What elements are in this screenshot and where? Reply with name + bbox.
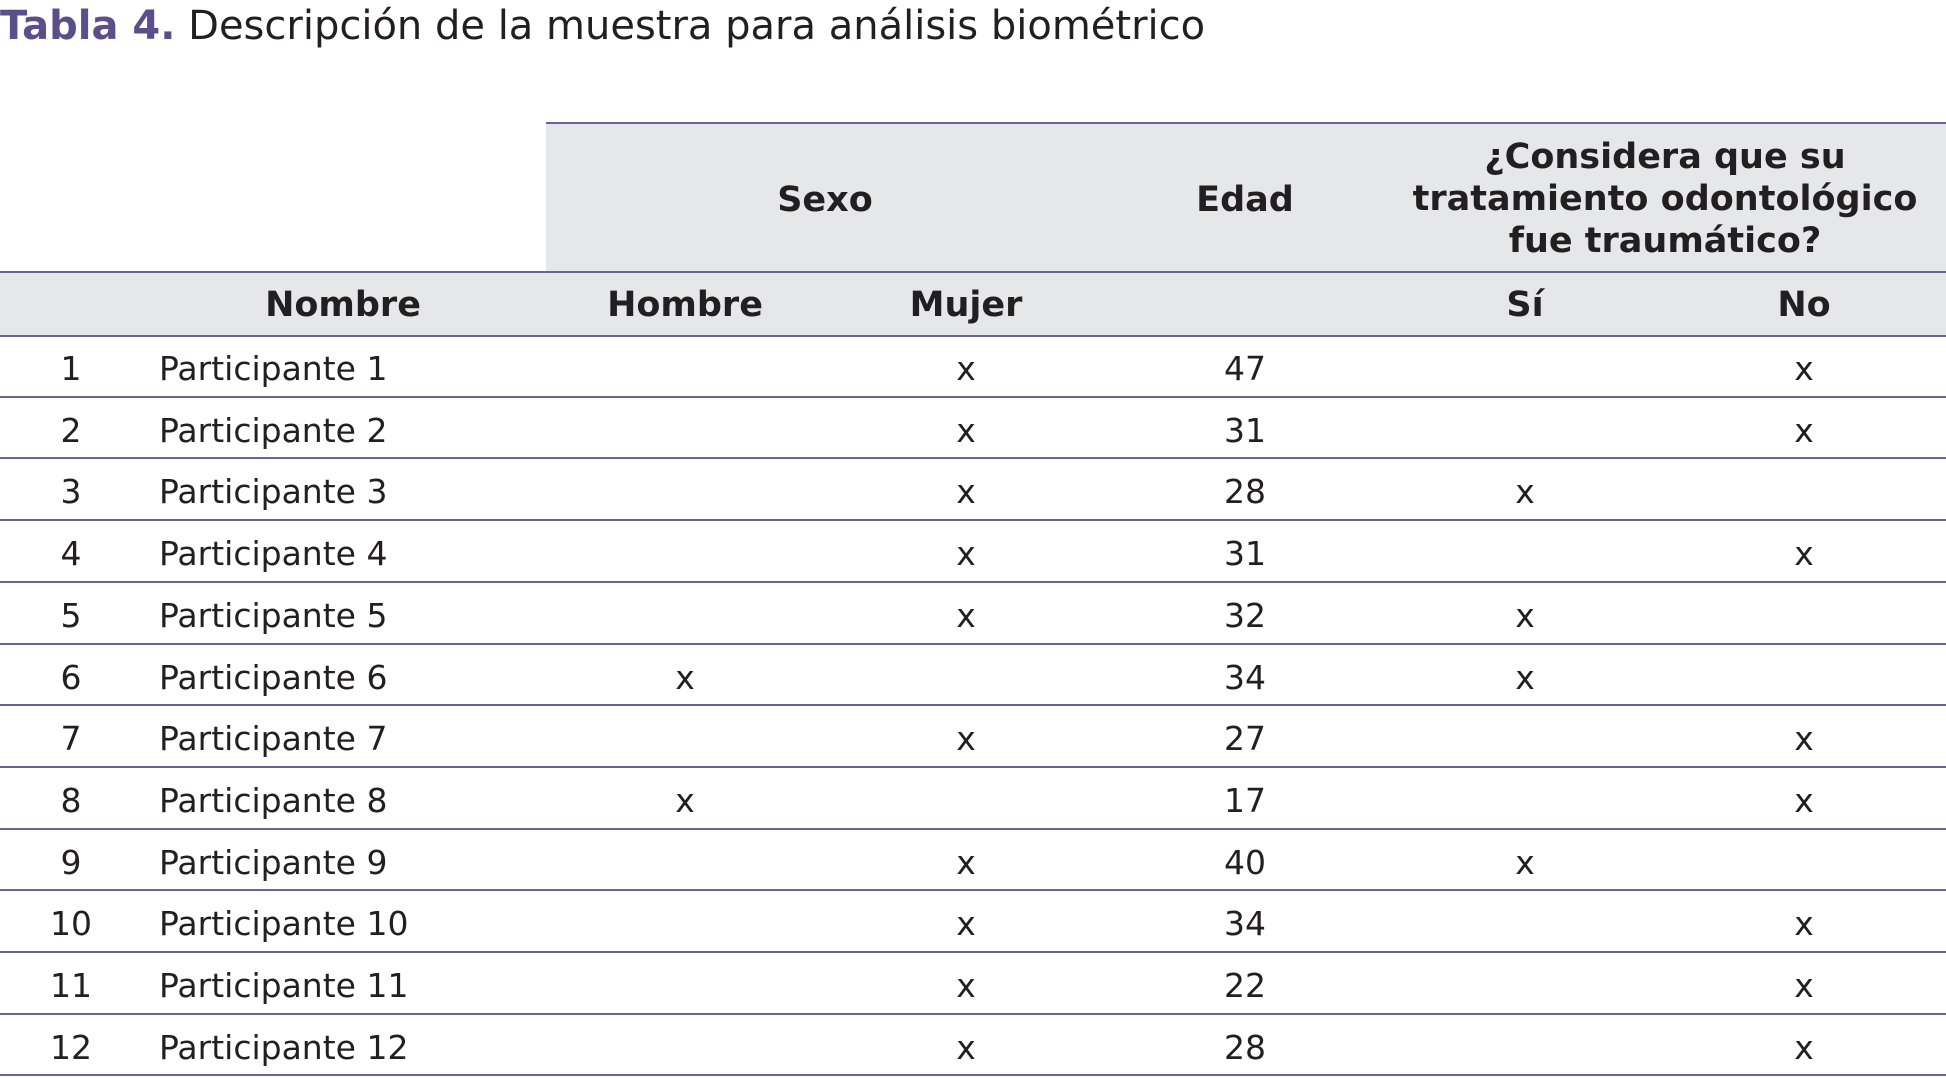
row-rule bbox=[0, 519, 1946, 521]
cell: x bbox=[1515, 842, 1535, 882]
rule bbox=[0, 271, 1946, 273]
row-number: 5 bbox=[60, 595, 82, 635]
cell: 32 bbox=[1224, 595, 1266, 635]
cell: x bbox=[1794, 534, 1814, 574]
cell: x bbox=[956, 719, 976, 759]
participant-name: Participante 3 bbox=[159, 472, 388, 512]
cell: x bbox=[1794, 1027, 1814, 1067]
cell: x bbox=[956, 595, 976, 635]
row-number: 10 bbox=[50, 904, 92, 944]
group-header: fue traumático? bbox=[1508, 221, 1822, 261]
group-header: ¿Considera que su bbox=[1484, 137, 1846, 177]
cell: x bbox=[1794, 904, 1814, 944]
column-header: Mujer bbox=[909, 285, 1023, 325]
participant-name: Participante 6 bbox=[159, 657, 388, 697]
row-rule bbox=[0, 889, 1946, 891]
row-number: 8 bbox=[60, 780, 82, 820]
cell: 34 bbox=[1224, 904, 1266, 944]
cell: x bbox=[1515, 595, 1535, 635]
cell: 31 bbox=[1224, 410, 1266, 450]
cell: x bbox=[956, 966, 976, 1005]
row-rule bbox=[0, 766, 1946, 768]
cell: x bbox=[956, 534, 976, 574]
group-header: tratamiento odontológico bbox=[1412, 179, 1918, 219]
row-number: 4 bbox=[60, 534, 82, 574]
cell: x bbox=[1515, 472, 1535, 512]
cell: x bbox=[956, 842, 976, 882]
cell: x bbox=[956, 472, 976, 512]
cell: x bbox=[1794, 410, 1814, 450]
cell: 47 bbox=[1224, 349, 1266, 388]
cell: x bbox=[956, 1027, 976, 1067]
cell: 34 bbox=[1224, 657, 1266, 697]
subheader-band bbox=[0, 272, 1946, 336]
row-rule bbox=[0, 643, 1946, 645]
participant-name: Participante 9 bbox=[159, 842, 388, 882]
cell: 22 bbox=[1224, 966, 1266, 1005]
cell: x bbox=[675, 657, 695, 697]
cell: 27 bbox=[1224, 719, 1266, 759]
participant-name: Participante 8 bbox=[159, 780, 388, 820]
title-label: Tabla 4. bbox=[0, 3, 176, 49]
group-header: Edad bbox=[1196, 180, 1294, 220]
cell: 31 bbox=[1224, 534, 1266, 574]
participant-name: Participante 2 bbox=[159, 410, 388, 450]
row-number: 2 bbox=[60, 410, 82, 450]
row-number: 1 bbox=[60, 349, 82, 388]
cell: x bbox=[1794, 966, 1814, 1005]
cell: 17 bbox=[1224, 780, 1266, 820]
cell: x bbox=[956, 410, 976, 450]
participant-name: Participante 1 bbox=[159, 349, 388, 388]
participant-name: Participante 11 bbox=[159, 966, 409, 1005]
cell: x bbox=[1794, 719, 1814, 759]
row-rule bbox=[0, 951, 1946, 953]
cell: 28 bbox=[1224, 1027, 1266, 1067]
row-rule bbox=[0, 581, 1946, 583]
row-number: 12 bbox=[50, 1027, 92, 1067]
row-number: 6 bbox=[60, 657, 82, 697]
column-header: No bbox=[1777, 285, 1831, 325]
column-header: Sí bbox=[1506, 285, 1544, 325]
row-number: 9 bbox=[60, 842, 82, 882]
row-rule bbox=[0, 396, 1946, 398]
cell: x bbox=[1515, 657, 1535, 697]
participant-name: Participante 4 bbox=[159, 534, 388, 574]
row-number: 11 bbox=[50, 966, 92, 1005]
row-rule bbox=[0, 1013, 1946, 1015]
header-band bbox=[546, 123, 1946, 272]
cell: 28 bbox=[1224, 472, 1266, 512]
row-number: 7 bbox=[60, 719, 82, 759]
title-text: Descripción de la muestra para análisis … bbox=[188, 3, 1206, 49]
rule bbox=[546, 122, 1946, 124]
row-rule bbox=[0, 1074, 1946, 1076]
column-header: Nombre bbox=[265, 285, 421, 325]
row-rule bbox=[0, 828, 1946, 830]
cell: 40 bbox=[1224, 842, 1266, 882]
participant-name: Participante 12 bbox=[159, 1027, 409, 1067]
cell: x bbox=[1794, 780, 1814, 820]
cell: x bbox=[956, 349, 976, 388]
table-title: Tabla 4. Descripción de la muestra para … bbox=[0, 6, 1205, 46]
row-rule bbox=[0, 457, 1946, 459]
rule bbox=[0, 335, 1946, 337]
column-header: Hombre bbox=[607, 285, 763, 325]
cell: x bbox=[1794, 349, 1814, 388]
participant-name: Participante 10 bbox=[159, 904, 409, 944]
cell: x bbox=[956, 904, 976, 944]
cell: x bbox=[675, 780, 695, 820]
participant-name: Participante 5 bbox=[159, 595, 388, 635]
group-header: Sexo bbox=[777, 180, 873, 220]
row-number: 3 bbox=[60, 472, 82, 512]
row-rule bbox=[0, 704, 1946, 706]
participant-name: Participante 7 bbox=[159, 719, 388, 759]
